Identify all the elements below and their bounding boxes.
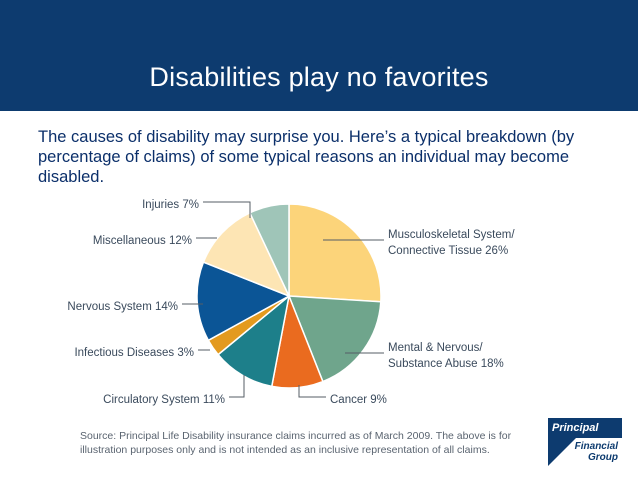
slice-label: Mental & Nervous/ xyxy=(388,342,483,354)
slice-label: Miscellaneous 12% xyxy=(93,235,192,247)
title-banner xyxy=(0,0,638,111)
logo-line-principal: Principal xyxy=(548,418,622,438)
logo-line-group: Group xyxy=(588,452,618,463)
pie-slice-nervous-system xyxy=(196,261,291,342)
slide-title: Disabilities play no favorites xyxy=(149,62,489,92)
logo-triangle xyxy=(548,438,576,466)
slice-label: Injuries 7% xyxy=(142,199,199,211)
slice-label: Infectious Diseases 3% xyxy=(74,347,194,359)
principal-logo: Principal Financial Group xyxy=(548,412,622,466)
slice-label-line2: Substance Abuse 18% xyxy=(388,358,504,370)
pie-slice-musculoskeletal-system-connective-tissue xyxy=(288,203,382,303)
slice-label-line2: Connective Tissue 26% xyxy=(388,245,508,257)
slice-label: Nervous System 14% xyxy=(67,301,178,313)
slice-labels: Musculoskeletal System/Connective Tissue… xyxy=(67,199,515,406)
leader-line xyxy=(298,385,326,398)
leader-line xyxy=(229,375,245,398)
logo-line-financial: Financial xyxy=(574,441,618,452)
leader-lines xyxy=(182,201,384,398)
slice-label: Musculoskeletal System/ xyxy=(388,229,515,241)
pie-slices xyxy=(196,203,382,389)
slice-label: Cancer 9% xyxy=(330,394,387,406)
pie-slice-mental-nervous-substance-abuse xyxy=(287,295,382,383)
source-note: Source: Principal Life Disability insura… xyxy=(80,430,512,456)
pie-slice-miscellaneous xyxy=(202,211,291,298)
slice-label: Circulatory System 11% xyxy=(103,394,225,406)
leader-line xyxy=(203,201,251,218)
intro-text: The causes of disability may surprise yo… xyxy=(38,128,575,186)
